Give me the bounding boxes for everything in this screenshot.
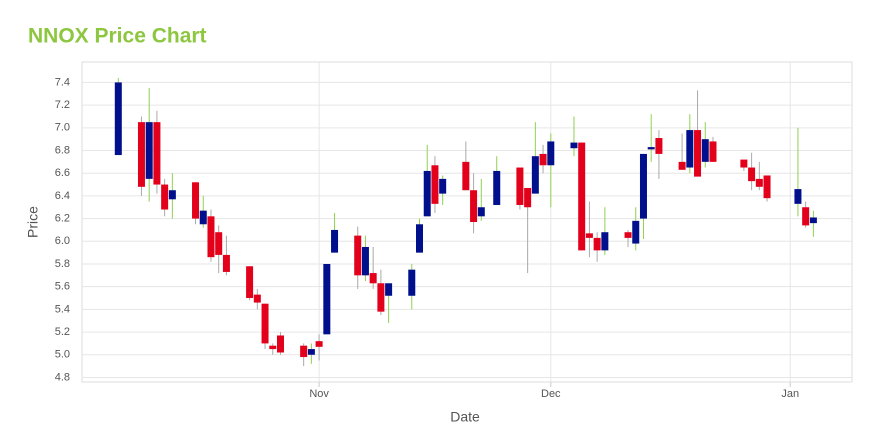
candle-body [431, 165, 439, 204]
candle-body [755, 178, 763, 187]
y-axis-label: Price [25, 206, 41, 238]
candle-body [114, 82, 122, 156]
y-tick-label: 6.2 [55, 213, 70, 225]
candle-body [539, 153, 547, 166]
candle-body [385, 283, 393, 296]
candle-body [300, 345, 308, 358]
x-tick-label: Dec [541, 388, 561, 400]
candle-body [524, 187, 532, 208]
candle-body [331, 229, 339, 253]
candle-body [323, 263, 331, 335]
candle-body [192, 182, 200, 219]
candle-body [161, 184, 169, 210]
y-tick-label: 5.8 [55, 258, 70, 270]
candle-body [199, 210, 207, 225]
candle-body [276, 335, 284, 353]
candle-body [470, 190, 478, 222]
candle-body [794, 189, 802, 204]
candle-body [740, 159, 748, 168]
candle-body [153, 122, 161, 185]
y-tick-label: 6.6 [55, 167, 70, 179]
candle-body [694, 130, 702, 177]
x-tick-label: Nov [309, 388, 329, 400]
candle-body [578, 142, 586, 251]
candle-body [601, 232, 609, 251]
candle-body [269, 345, 277, 350]
y-tick-label: 6.4 [55, 190, 70, 202]
y-tick-label: 5.6 [55, 281, 70, 293]
y-tick-label: 6.8 [55, 144, 70, 156]
candle-body [477, 207, 485, 217]
candle-body [369, 273, 377, 284]
y-tick-label: 5.0 [55, 349, 70, 361]
candle-body [137, 122, 145, 187]
y-tick-label: 7.0 [55, 122, 70, 134]
candle-body [647, 147, 655, 150]
y-tick-label: 7.2 [55, 99, 70, 111]
y-tick-label: 7.4 [55, 76, 70, 88]
plot-frame [81, 61, 853, 383]
candle-body [222, 254, 230, 272]
candle-body [632, 220, 640, 244]
candle-body [315, 341, 323, 347]
candle-body [531, 156, 539, 194]
candle-body [516, 167, 524, 205]
candle-body [809, 217, 817, 224]
candle-body [585, 233, 593, 238]
candle-body [624, 232, 632, 238]
candle-body [709, 141, 717, 162]
candle-body [354, 235, 362, 276]
candle-body [763, 175, 771, 199]
candle-body [593, 237, 601, 251]
candle-body [701, 139, 709, 162]
x-tick-label: Jan [781, 388, 799, 400]
candle-body [408, 269, 416, 296]
candle-body [416, 224, 424, 253]
candle-body [678, 161, 686, 170]
candle-body [215, 232, 223, 255]
candle-body [802, 207, 810, 226]
candle-body [168, 190, 176, 200]
y-tick-label: 5.4 [55, 303, 70, 315]
chart-title: NNOX Price Chart [28, 25, 207, 48]
candle-body [423, 170, 431, 217]
candle-body [748, 167, 756, 182]
candle-body [639, 153, 647, 219]
candle-body [439, 178, 447, 194]
candle-body [307, 349, 315, 355]
candle-body [145, 122, 153, 179]
candle-body [462, 161, 470, 191]
candle-body [377, 283, 385, 312]
candle-body [261, 303, 269, 344]
candle-body [493, 170, 501, 205]
candle-body [253, 294, 261, 303]
candle-body [686, 130, 694, 168]
y-tick-label: 5.2 [55, 326, 70, 338]
candle-body [361, 246, 369, 276]
candle-body [207, 216, 215, 258]
candle-body [547, 141, 555, 166]
y-tick-label: 6.0 [55, 235, 70, 247]
y-tick-label: 4.8 [55, 371, 70, 383]
x-axis-label: Date [450, 409, 480, 425]
candle-body [246, 266, 254, 299]
candle-body [570, 142, 578, 149]
candle-body [655, 138, 663, 154]
